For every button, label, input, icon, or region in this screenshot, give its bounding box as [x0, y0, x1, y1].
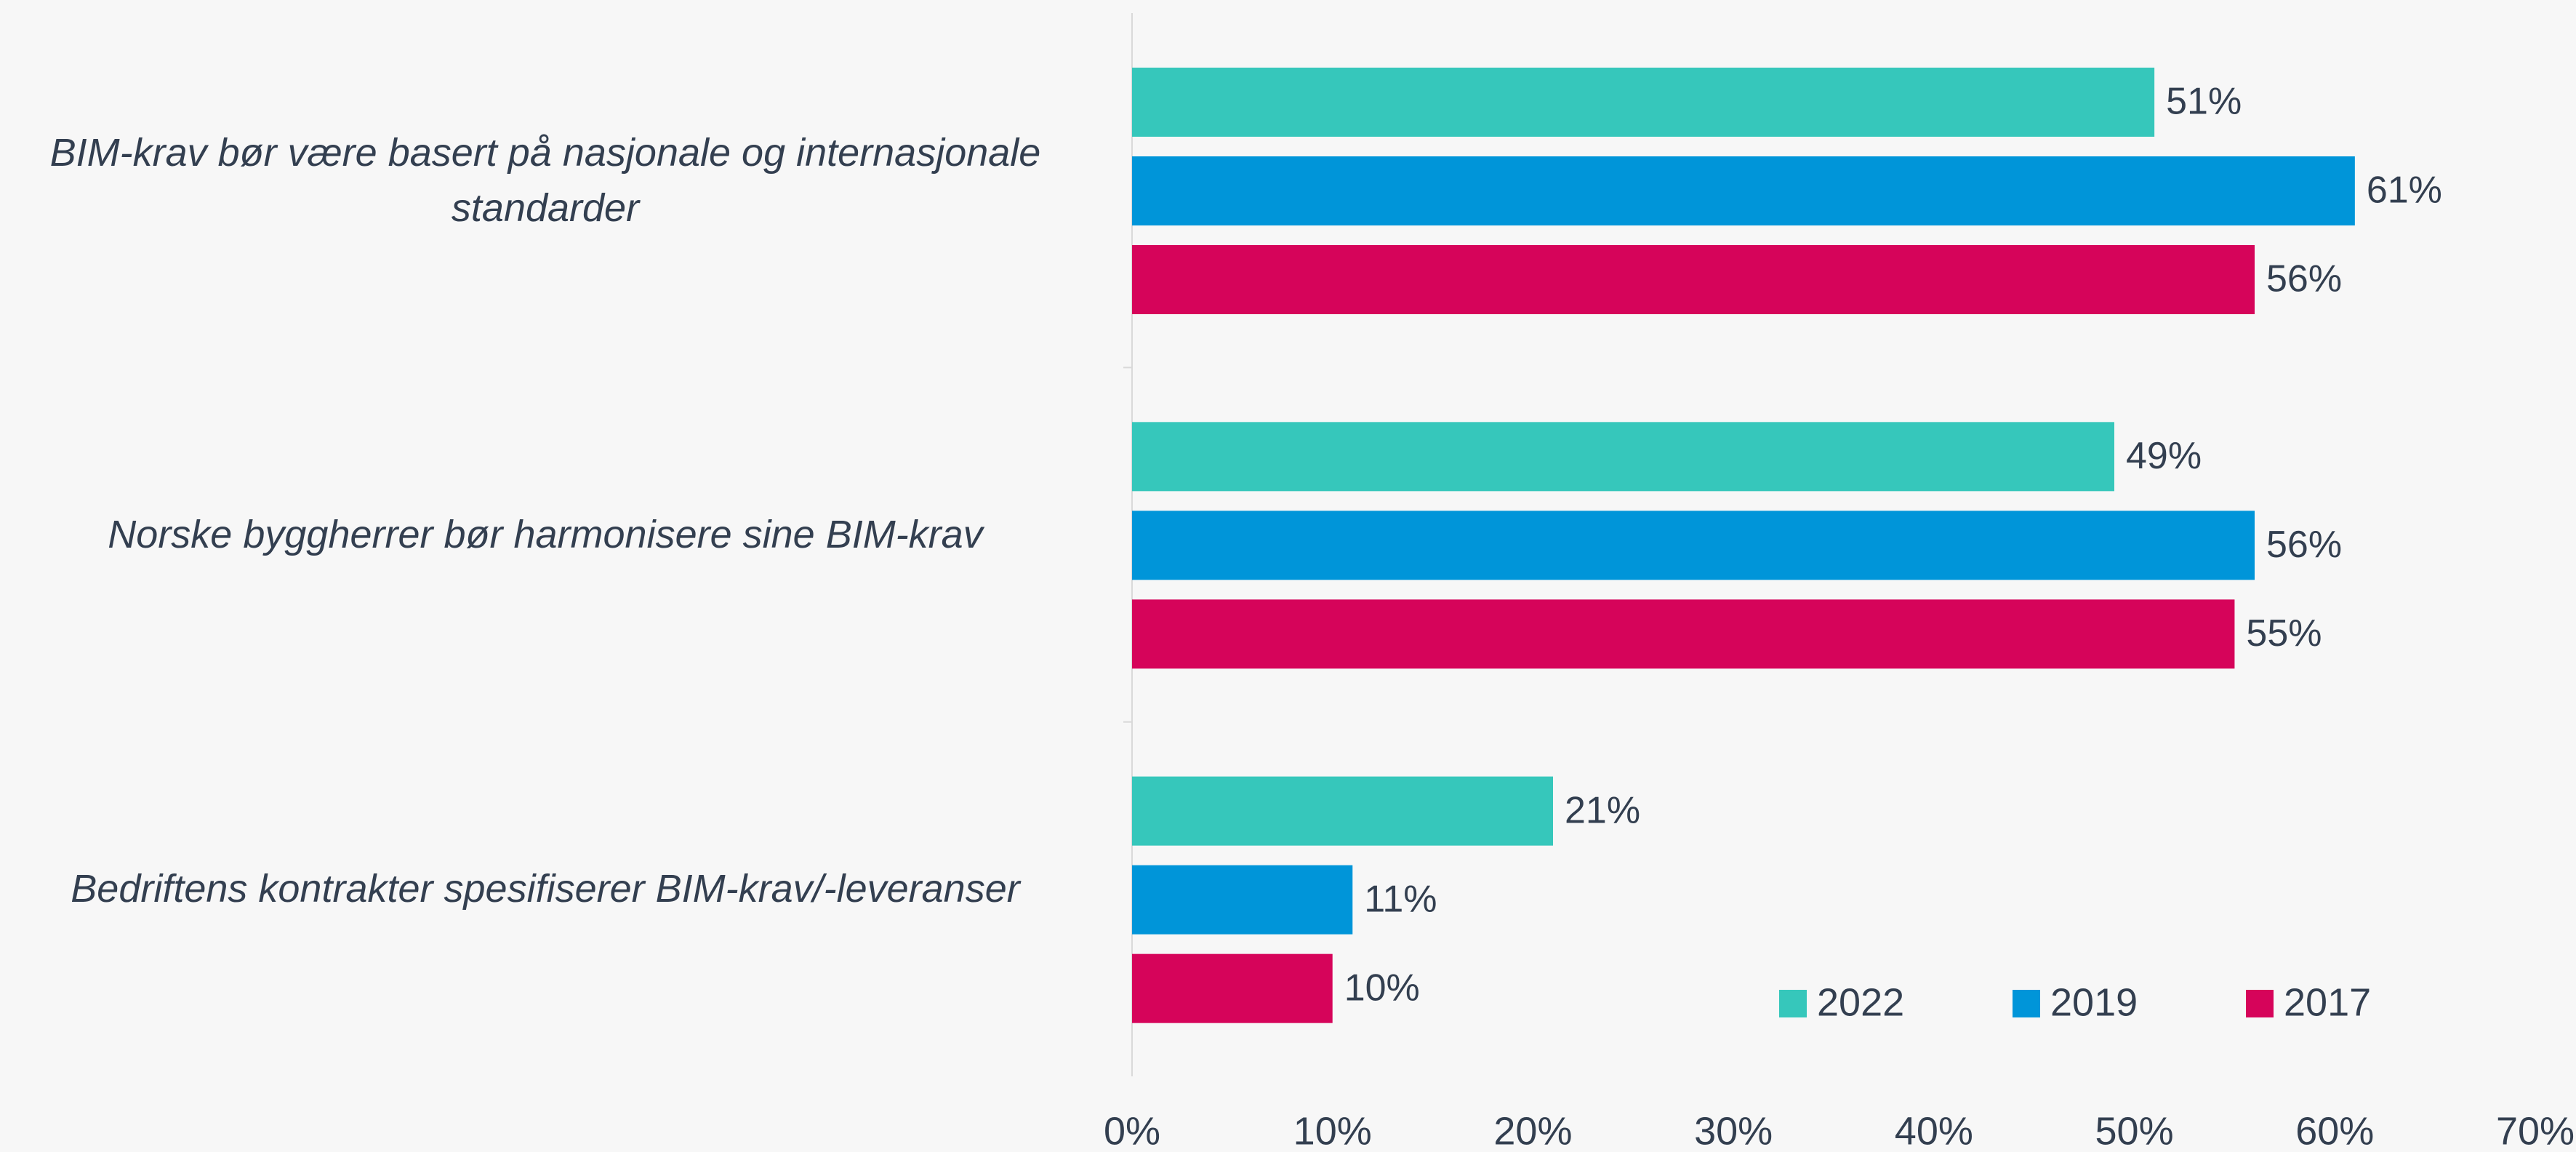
x-tick-label: 50%: [2095, 1109, 2174, 1152]
value-label: 11%: [1364, 878, 1437, 920]
legend-swatch: [2246, 990, 2274, 1017]
value-label: 56%: [2266, 258, 2342, 300]
legend-label: 2017: [2284, 980, 2371, 1024]
value-label: 55%: [2246, 612, 2322, 655]
bar: [1132, 68, 2155, 137]
x-tick-label: 10%: [1293, 1109, 1372, 1152]
value-label: 49%: [2126, 435, 2202, 477]
bar: [1132, 865, 1353, 935]
x-tick-label: 60%: [2295, 1109, 2374, 1152]
bar: [1132, 776, 1553, 846]
x-tick-label: 30%: [1694, 1109, 1773, 1152]
legend-label: 2022: [1817, 980, 1904, 1024]
bar: [1132, 511, 2255, 580]
x-tick-label: 20%: [1493, 1109, 1572, 1152]
category-label: BIM-krav bør være basert på nasjonale og…: [49, 130, 1041, 230]
value-label: 21%: [1565, 789, 1640, 831]
category-label: Norske byggherrer bør harmonisere sine B…: [108, 513, 983, 556]
legend-swatch: [1779, 990, 1807, 1017]
x-tick-label: 0%: [1104, 1109, 1160, 1152]
bar: [1132, 156, 2355, 225]
x-tick-label: 70%: [2496, 1109, 2575, 1152]
bar: [1132, 422, 2114, 492]
value-label: 10%: [1344, 967, 1420, 1009]
bar: [1132, 599, 2235, 669]
value-label: 56%: [2266, 524, 2342, 566]
x-tick-label: 40%: [1895, 1109, 1973, 1152]
legend-swatch: [2013, 990, 2040, 1017]
value-label: 61%: [2367, 169, 2442, 212]
legend-label: 2019: [2050, 980, 2138, 1024]
bar: [1132, 245, 2255, 314]
bar: [1132, 953, 1333, 1023]
category-label: Bedriftens kontrakter spesifiserer BIM-k…: [71, 867, 1020, 911]
value-label: 51%: [2166, 81, 2242, 123]
